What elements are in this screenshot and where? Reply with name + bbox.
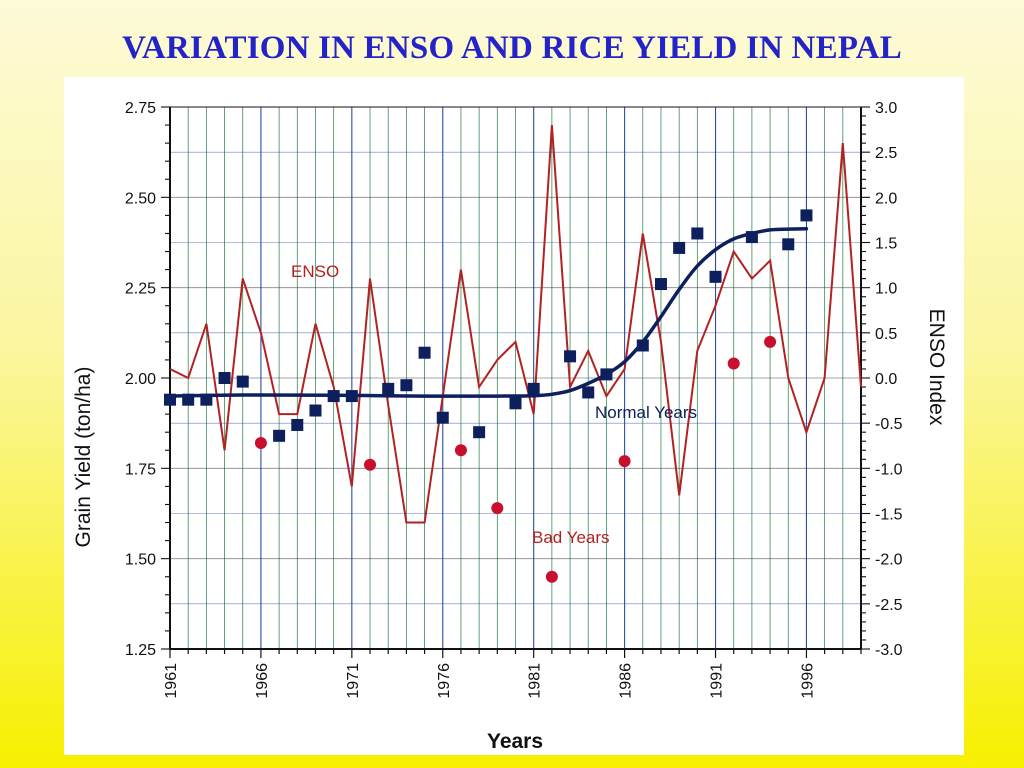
- y-right-tick-label: -2.5: [875, 597, 903, 614]
- x-tick-label: 1986: [618, 663, 635, 699]
- normal-year-point: [273, 429, 286, 442]
- y-right-tick-label: 1.0: [875, 281, 897, 298]
- x-tick-label: 1961: [163, 663, 180, 699]
- normal-year-point: [800, 209, 813, 222]
- y-axis-right-title: ENSO Index: [925, 309, 948, 426]
- y-left-tick-label: 2.75: [125, 100, 156, 117]
- normal-year-point: [418, 346, 431, 359]
- y-left-tick-label: 2.00: [125, 371, 156, 388]
- bad-year-point: [764, 335, 777, 348]
- y-right-tick-label: -1.0: [875, 461, 903, 478]
- bad-year-point: [364, 458, 377, 471]
- bad-year-point: [727, 357, 740, 370]
- y-right-tick-label: 2.0: [875, 190, 897, 207]
- normal-year-point: [218, 372, 231, 384]
- enso-line: [169, 125, 862, 524]
- normal-year-point: [509, 397, 522, 410]
- tick-labels: 1961 1966 1971 1976 1981 1986 1991 19962.752.50…: [125, 100, 903, 699]
- normal-year-point: [636, 339, 649, 352]
- x-tick-label: 1991: [709, 663, 726, 699]
- bad-year-point: [618, 455, 631, 468]
- bad-year-point: [545, 570, 558, 583]
- y-left-tick-label: 2.25: [125, 281, 156, 298]
- normal-year-point: [654, 278, 667, 291]
- y-left-tick-label: 1.25: [125, 642, 156, 659]
- normal-year-point: [582, 386, 595, 399]
- x-tick-label: 1996: [799, 663, 816, 699]
- y-left-tick-label: 1.75: [125, 461, 156, 478]
- normal-year-point: [673, 241, 686, 254]
- y-right-tick-label: -3.0: [875, 642, 903, 659]
- y-right-tick-label: 3.0: [875, 100, 897, 117]
- normal-year-point: [382, 382, 395, 395]
- slide-title: VARIATION IN ENSO AND RICE YIELD IN NEPA…: [122, 30, 902, 66]
- x-tick-label: 1976: [436, 663, 453, 699]
- x-tick-label: 1966: [254, 663, 271, 699]
- normal-year-point: [236, 375, 249, 388]
- y-right-tick-label: -2.0: [875, 552, 903, 569]
- x-tick-label: 1981: [527, 663, 544, 699]
- normal-year-point: [309, 404, 322, 417]
- normal-year-point: [291, 418, 304, 431]
- y-left-tick-label: 2.50: [125, 190, 156, 207]
- bad-years-annotation: Bad Years: [532, 528, 610, 547]
- normal-year-point: [691, 227, 704, 240]
- y-left-tick-label: 1.50: [125, 552, 156, 569]
- y-right-tick-label: 2.5: [875, 145, 897, 162]
- normal-year-point: [400, 379, 413, 392]
- y-right-tick-label: 0.5: [875, 326, 897, 343]
- normal-year-point: [709, 270, 722, 283]
- enso-annotation: ENSO: [291, 262, 339, 281]
- y-right-tick-label: 0.0: [875, 371, 897, 388]
- x-tick-label: 1971: [345, 663, 362, 699]
- series-layer: [164, 125, 862, 583]
- chart-panel: 1961 1966 1971 1976 1981 1986 1991 1996 2.75 2.50…: [64, 77, 964, 755]
- x-axis-title: Years: [487, 730, 543, 753]
- grid: [169, 106, 862, 650]
- normal-year-point: [527, 382, 540, 395]
- y-right-tick-label: 1.5: [875, 236, 897, 253]
- normal-year-point: [473, 426, 486, 439]
- bad-year-point: [254, 437, 267, 450]
- bad-year-point: [491, 502, 504, 515]
- chart-svg: 1961 1966 1971 1976 1981 1986 1991 19962.752.50…: [72, 100, 948, 753]
- y-axis-left-title: Grain Yield (ton/ha): [72, 367, 95, 548]
- normal-year-point: [782, 238, 795, 251]
- normal-years-annotation: Normal Years: [595, 403, 697, 422]
- trend-line: [168, 227, 809, 398]
- bad-year-point: [454, 444, 467, 457]
- normal-year-point: [436, 411, 449, 424]
- y-right-tick-label: -1.5: [875, 507, 903, 524]
- normal-year-point: [564, 350, 577, 363]
- y-right-tick-label: -0.5: [875, 416, 903, 433]
